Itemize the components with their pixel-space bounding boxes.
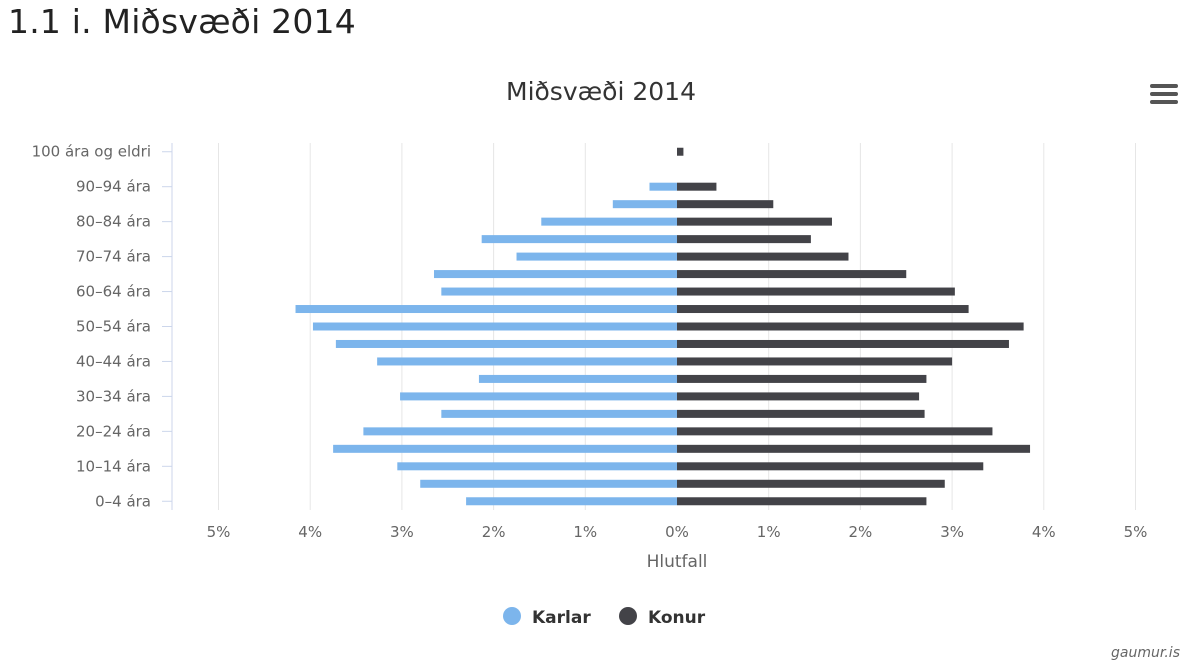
- y-tick-label: 60–64 ára: [76, 283, 151, 301]
- bar-karlar[interactable]: [441, 287, 677, 296]
- bar-karlar[interactable]: [377, 357, 677, 366]
- bar-konur[interactable]: [677, 147, 684, 156]
- bar-karlar[interactable]: [649, 182, 677, 191]
- y-tick-label: 40–44 ára: [76, 352, 151, 370]
- bar-konur[interactable]: [677, 252, 849, 261]
- bar-konur[interactable]: [677, 200, 774, 209]
- grid-lines: [171, 143, 1136, 510]
- bar-konur[interactable]: [677, 305, 969, 314]
- y-tick-label: 20–24 ára: [76, 422, 151, 440]
- bar-karlar[interactable]: [541, 217, 677, 226]
- bar-karlar[interactable]: [400, 392, 677, 401]
- bar-karlar[interactable]: [481, 235, 677, 244]
- x-tick-label: 5%: [1124, 523, 1148, 541]
- bar-karlar[interactable]: [478, 374, 677, 383]
- bar-karlar[interactable]: [420, 479, 677, 488]
- bar-konur[interactable]: [677, 270, 907, 279]
- bar-karlar[interactable]: [312, 322, 677, 331]
- bar-karlar[interactable]: [397, 462, 677, 471]
- y-tick-label: 50–54 ára: [76, 318, 151, 336]
- bar-konur[interactable]: [677, 479, 945, 488]
- bar-konur[interactable]: [677, 357, 953, 366]
- bar-karlar[interactable]: [516, 252, 677, 261]
- bar-konur[interactable]: [677, 235, 811, 244]
- bar-karlar[interactable]: [295, 305, 677, 314]
- x-tick-label: 1%: [757, 523, 781, 541]
- bar-konur[interactable]: [677, 339, 1009, 348]
- x-tick-label: 1%: [573, 523, 597, 541]
- x-tick-label: 3%: [390, 523, 414, 541]
- legend-marker: [619, 607, 637, 625]
- bar-karlar[interactable]: [612, 200, 677, 209]
- bar-konur[interactable]: [677, 497, 927, 506]
- bar-konur[interactable]: [677, 217, 832, 226]
- legend-label: Karlar: [532, 608, 591, 628]
- y-tick-label: 100 ára og eldri: [32, 143, 151, 161]
- bar-karlar[interactable]: [363, 427, 677, 436]
- x-axis-label: Hlutfall: [647, 552, 708, 572]
- chart-menu-icon[interactable]: [1150, 84, 1178, 110]
- bar-konur[interactable]: [677, 462, 984, 471]
- legend-marker: [503, 607, 521, 625]
- bar-konur[interactable]: [677, 322, 1024, 331]
- bar-konur[interactable]: [677, 374, 927, 383]
- x-tick-label: 2%: [482, 523, 506, 541]
- bar-konur[interactable]: [677, 444, 1031, 453]
- y-tick-label: 10–14 ára: [76, 457, 151, 475]
- bar-karlar[interactable]: [335, 339, 677, 348]
- bar-konur[interactable]: [677, 392, 920, 401]
- x-tick-label: 2%: [849, 523, 873, 541]
- legend-label: Konur: [648, 608, 706, 628]
- y-axis-tick-labels: 0–4 ára 10–14 ára 20–24 ára 30–34 ára 40–44 …: [32, 143, 172, 510]
- bar-karlar[interactable]: [433, 270, 677, 279]
- x-tick-label: 5%: [207, 523, 231, 541]
- page-title: 1.1 i. Miðsvæði 2014: [8, 2, 356, 41]
- y-tick-label: 70–74 ára: [76, 248, 151, 266]
- x-tick-label: 4%: [1032, 523, 1056, 541]
- credit-link[interactable]: gaumur.is: [1111, 645, 1180, 661]
- bar-karlar[interactable]: [333, 444, 677, 453]
- chart-title: Miðsvæði 2014: [506, 77, 696, 106]
- y-tick-label: 90–94 ára: [76, 178, 151, 196]
- legend-item-karlar[interactable]: Karlar: [503, 607, 591, 628]
- bars: [295, 147, 1031, 506]
- x-tick-label: 0%: [665, 523, 689, 541]
- bar-konur[interactable]: [677, 427, 993, 436]
- y-tick-label: 0–4 ára: [95, 492, 151, 510]
- y-tick-label: 30–34 ára: [76, 387, 151, 405]
- legend-item-konur[interactable]: Konur: [619, 607, 706, 628]
- bar-karlar[interactable]: [466, 497, 677, 506]
- bar-konur[interactable]: [677, 409, 925, 418]
- bar-konur[interactable]: [677, 287, 955, 296]
- bar-karlar[interactable]: [441, 409, 677, 418]
- x-tick-label: 3%: [940, 523, 964, 541]
- x-tick-label: 4%: [298, 523, 322, 541]
- bar-konur[interactable]: [677, 182, 717, 191]
- x-axis-tick-labels: 5% 4% 3% 2% 1% 0% 1% 2% 3% 4% 5%: [207, 523, 1148, 541]
- y-tick-label: 80–84 ára: [76, 213, 151, 231]
- legend: Karlar Konur: [503, 607, 706, 628]
